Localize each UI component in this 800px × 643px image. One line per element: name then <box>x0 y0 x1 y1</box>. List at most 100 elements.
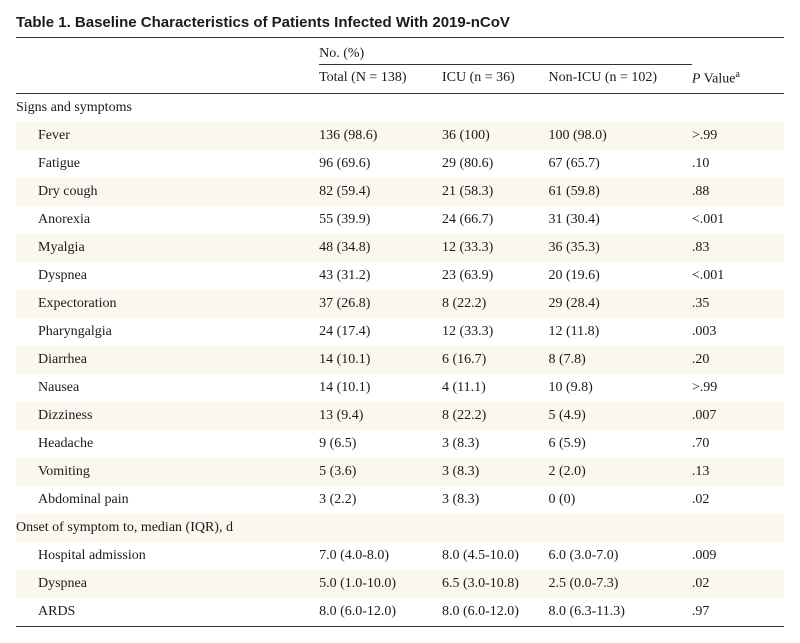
cell-icu: 29 (80.6) <box>442 150 548 178</box>
cell-total: 3 (2.2) <box>319 486 442 514</box>
cell-total: 43 (31.2) <box>319 262 442 290</box>
cell-pvalue: <.001 <box>692 206 784 234</box>
cell-pvalue: >.99 <box>692 374 784 402</box>
table-container: Table 1. Baseline Characteristics of Pat… <box>0 0 800 643</box>
cell-nonicu: 61 (59.8) <box>548 178 691 206</box>
table-row: Pharyngalgia24 (17.4)12 (33.3)12 (11.8).… <box>16 318 784 346</box>
table-body: Signs and symptomsFever136 (98.6)36 (100… <box>16 94 784 627</box>
row-label: Hospital admission <box>16 542 319 570</box>
row-label: Fever <box>16 122 319 150</box>
cell-total: 82 (59.4) <box>319 178 442 206</box>
cell-total: 55 (39.9) <box>319 206 442 234</box>
table-row: ARDS8.0 (6.0-12.0)8.0 (6.0-12.0)8.0 (6.3… <box>16 598 784 627</box>
row-label: Myalgia <box>16 234 319 262</box>
cell-pvalue: .13 <box>692 458 784 486</box>
cell-icu: 24 (66.7) <box>442 206 548 234</box>
cell-icu: 6 (16.7) <box>442 346 548 374</box>
cell-icu: 12 (33.3) <box>442 234 548 262</box>
table-title: Table 1. Baseline Characteristics of Pat… <box>16 8 784 38</box>
cell-icu: 12 (33.3) <box>442 318 548 346</box>
col-nonicu: Non-ICU (n = 102) <box>548 65 691 94</box>
row-label: Nausea <box>16 374 319 402</box>
table-row: Expectoration37 (26.8)8 (22.2)29 (28.4).… <box>16 290 784 318</box>
col-icu: ICU (n = 36) <box>442 65 548 94</box>
cell-icu: 3 (8.3) <box>442 458 548 486</box>
cell-nonicu: 36 (35.3) <box>548 234 691 262</box>
cell-total: 8.0 (6.0-12.0) <box>319 598 442 627</box>
cell-nonicu: 12 (11.8) <box>548 318 691 346</box>
table-row: Dizziness13 (9.4)8 (22.2)5 (4.9).007 <box>16 402 784 430</box>
row-label: Expectoration <box>16 290 319 318</box>
cell-total: 136 (98.6) <box>319 122 442 150</box>
cell-nonicu: 2.5 (0.0-7.3) <box>548 570 691 598</box>
cell-nonicu: 31 (30.4) <box>548 206 691 234</box>
table-row: Anorexia55 (39.9)24 (66.7)31 (30.4)<.001 <box>16 206 784 234</box>
table-row: Vomiting5 (3.6)3 (8.3)2 (2.0).13 <box>16 458 784 486</box>
row-label: Dyspnea <box>16 262 319 290</box>
cell-nonicu: 5 (4.9) <box>548 402 691 430</box>
table-row: Nausea14 (10.1)4 (11.1)10 (9.8)>.99 <box>16 374 784 402</box>
cell-total: 7.0 (4.0-8.0) <box>319 542 442 570</box>
cell-icu: 8.0 (4.5-10.0) <box>442 542 548 570</box>
row-label: Dizziness <box>16 402 319 430</box>
row-label: Headache <box>16 430 319 458</box>
table-row: Hospital admission7.0 (4.0-8.0)8.0 (4.5-… <box>16 542 784 570</box>
cell-nonicu: 20 (19.6) <box>548 262 691 290</box>
cell-icu: 8.0 (6.0-12.0) <box>442 598 548 627</box>
row-label: Dry cough <box>16 178 319 206</box>
table-section-row: Onset of symptom to, median (IQR), d <box>16 514 784 542</box>
cell-pvalue: .02 <box>692 570 784 598</box>
cell-total: 5.0 (1.0-10.0) <box>319 570 442 598</box>
cell-pvalue: .83 <box>692 234 784 262</box>
table-row: Abdominal pain3 (2.2)3 (8.3)0 (0).02 <box>16 486 784 514</box>
cell-pvalue: .70 <box>692 430 784 458</box>
cell-icu: 21 (58.3) <box>442 178 548 206</box>
cell-icu: 4 (11.1) <box>442 374 548 402</box>
cell-total: 14 (10.1) <box>319 346 442 374</box>
cell-nonicu: 10 (9.8) <box>548 374 691 402</box>
cell-pvalue: .20 <box>692 346 784 374</box>
cell-nonicu: 29 (28.4) <box>548 290 691 318</box>
cell-nonicu: 67 (65.7) <box>548 150 691 178</box>
cell-pvalue: .007 <box>692 402 784 430</box>
col-total: Total (N = 138) <box>319 65 442 94</box>
row-label: ARDS <box>16 598 319 627</box>
col-characteristic <box>16 65 319 94</box>
row-label: Vomiting <box>16 458 319 486</box>
cell-pvalue: .35 <box>692 290 784 318</box>
cell-nonicu: 0 (0) <box>548 486 691 514</box>
cell-icu: 23 (63.9) <box>442 262 548 290</box>
cell-nonicu: 100 (98.0) <box>548 122 691 150</box>
row-label: Diarrhea <box>16 346 319 374</box>
cell-icu: 6.5 (3.0-10.8) <box>442 570 548 598</box>
row-label: Fatigue <box>16 150 319 178</box>
cell-total: 9 (6.5) <box>319 430 442 458</box>
cell-total: 24 (17.4) <box>319 318 442 346</box>
cell-icu: 3 (8.3) <box>442 430 548 458</box>
table-row: Dyspnea5.0 (1.0-10.0)6.5 (3.0-10.8)2.5 (… <box>16 570 784 598</box>
cell-total: 48 (34.8) <box>319 234 442 262</box>
section-label: Onset of symptom to, median (IQR), d <box>16 514 784 542</box>
row-label: Abdominal pain <box>16 486 319 514</box>
col-pvalue: P Valuea <box>692 65 784 94</box>
cell-pvalue: .003 <box>692 318 784 346</box>
section-label: Signs and symptoms <box>16 94 784 123</box>
table-section-row: Signs and symptoms <box>16 94 784 123</box>
cell-nonicu: 8 (7.8) <box>548 346 691 374</box>
table-row: Diarrhea14 (10.1)6 (16.7)8 (7.8).20 <box>16 346 784 374</box>
cell-pvalue: >.99 <box>692 122 784 150</box>
baseline-characteristics-table: No. (%) Total (N = 138) ICU (n = 36) Non… <box>16 38 784 627</box>
cell-total: 37 (26.8) <box>319 290 442 318</box>
row-label: Dyspnea <box>16 570 319 598</box>
column-spanner: No. (%) <box>319 38 692 65</box>
cell-icu: 8 (22.2) <box>442 290 548 318</box>
cell-total: 96 (69.6) <box>319 150 442 178</box>
cell-total: 14 (10.1) <box>319 374 442 402</box>
cell-nonicu: 6 (5.9) <box>548 430 691 458</box>
table-row: Dry cough82 (59.4)21 (58.3)61 (59.8).88 <box>16 178 784 206</box>
table-row: Fever136 (98.6)36 (100)100 (98.0)>.99 <box>16 122 784 150</box>
cell-icu: 36 (100) <box>442 122 548 150</box>
row-label: Pharyngalgia <box>16 318 319 346</box>
cell-nonicu: 2 (2.0) <box>548 458 691 486</box>
cell-total: 13 (9.4) <box>319 402 442 430</box>
